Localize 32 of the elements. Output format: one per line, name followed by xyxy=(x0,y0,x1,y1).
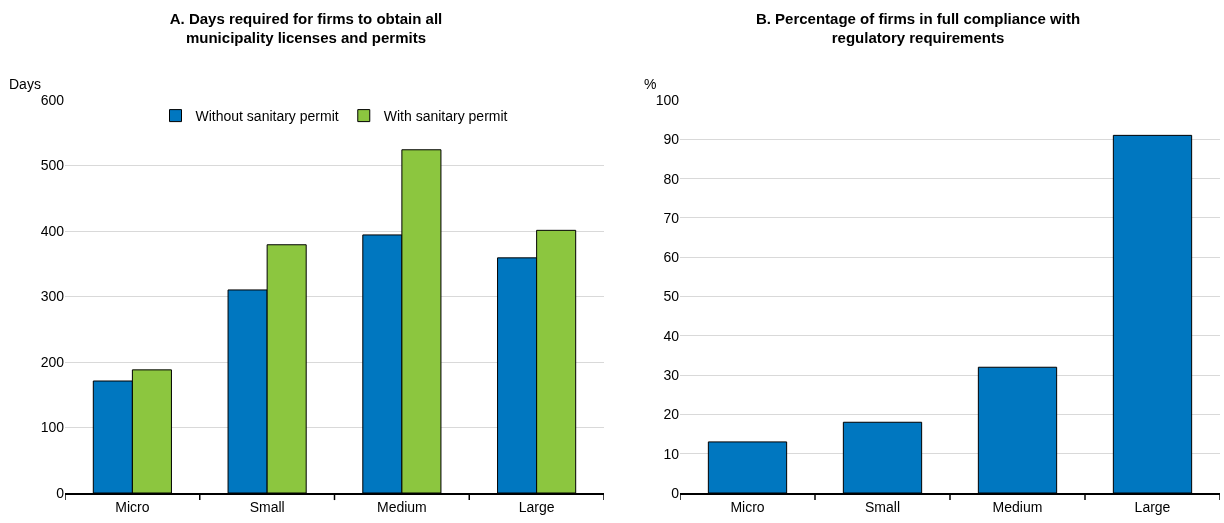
x-tick-label: Medium xyxy=(376,498,427,515)
y-tick-label: 300 xyxy=(40,288,65,305)
legend-label: Without sanitary permit xyxy=(195,108,339,125)
chart-title: A. Days required for firms to obtain all municipality licenses and permits xyxy=(169,9,443,47)
y-tick-label: 200 xyxy=(40,353,65,370)
y-tick-label: 90 xyxy=(663,131,680,148)
x-tick-label: Large xyxy=(518,498,555,515)
y-tick-label: 30 xyxy=(663,367,680,383)
y-tick-label: 20 xyxy=(663,406,680,423)
chart-title: B. Percentage of firms in full compliance with regulatory requirements xyxy=(755,9,1081,47)
x-tick-label: Micro xyxy=(730,498,765,515)
x-tick-label: Small xyxy=(864,498,901,515)
x-tick-label: Small xyxy=(249,498,285,515)
y-tick-label: 400 xyxy=(40,222,65,239)
x-tick-label: Large xyxy=(1134,498,1171,515)
y-tick-label: 500 xyxy=(40,157,65,174)
y-tick-label: 600 xyxy=(40,91,65,108)
y-tick-label: 70 xyxy=(663,209,680,226)
y-axis-title: % xyxy=(644,76,657,92)
y-axis-title: Days xyxy=(9,76,41,92)
y-tick-label: 0 xyxy=(671,484,680,501)
y-tick-label: 60 xyxy=(663,249,680,266)
x-tick-label: Medium xyxy=(992,498,1043,515)
y-tick-label: 100 xyxy=(40,419,65,436)
legend-label: With sanitary permit xyxy=(383,108,508,125)
y-tick-label: 100 xyxy=(655,91,680,108)
y-tick-label: 80 xyxy=(663,170,680,187)
x-tick-label: Micro xyxy=(115,498,150,515)
y-tick-label: 40 xyxy=(663,327,680,344)
y-tick-label: 50 xyxy=(663,288,680,305)
y-tick-label: 0 xyxy=(56,484,65,501)
y-tick-label: 10 xyxy=(663,445,680,462)
